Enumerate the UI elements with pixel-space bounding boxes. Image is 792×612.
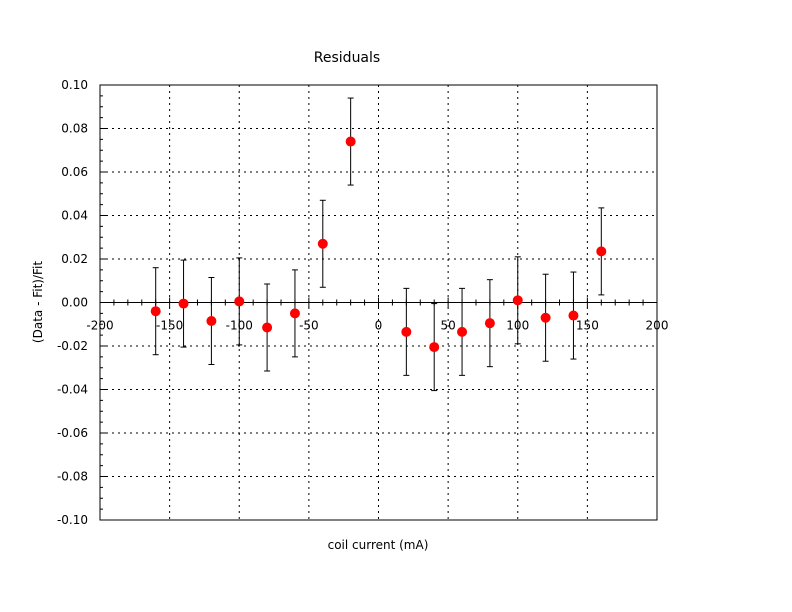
x-tick-label: 0 [375,319,383,333]
y-tick-label: 0.02 [61,252,88,266]
data-point [206,315,217,326]
x-tick-label: 50 [440,319,455,333]
y-tick-label: -0.04 [57,383,88,397]
data-point [178,298,189,309]
data-point [568,310,579,321]
data-point [345,136,356,147]
x-tick-label: 150 [576,319,599,333]
y-tick-label: 0.08 [61,122,88,136]
data-point [150,306,161,317]
y-tick-label: -0.06 [57,426,88,440]
y-tick-label: -0.10 [57,513,88,527]
data-point [401,326,412,337]
x-tick-label: -50 [299,319,319,333]
data-marks [150,97,607,392]
data-point [317,238,328,249]
chart-title: Residuals [314,50,380,66]
x-axis-label: coil current (mA) [328,538,429,552]
data-point [457,326,468,337]
tick-labels: -200 -150 -100 -50 0 50 100 150 200-0.10-0.08-0.… [57,78,669,527]
data-point [596,246,607,257]
y-tick-label: 0.00 [61,296,88,310]
data-point [429,342,440,353]
data-point [540,312,551,323]
y-tick-label: -0.08 [57,470,88,484]
data-point [512,295,523,306]
data-point [234,296,245,307]
y-axis-label: (Data - Fit)/Fit [31,261,45,343]
x-tick-label: -200 [86,319,113,333]
x-tick-label: 200 [646,319,669,333]
x-tick-label: -150 [156,319,183,333]
data-point [289,308,300,319]
y-tick-label: 0.10 [61,78,88,92]
y-tick-label: -0.02 [57,339,88,353]
data-point [484,318,495,329]
y-tick-label: 0.06 [61,165,88,179]
y-tick-label: 0.04 [61,209,88,223]
data-point [262,322,273,333]
